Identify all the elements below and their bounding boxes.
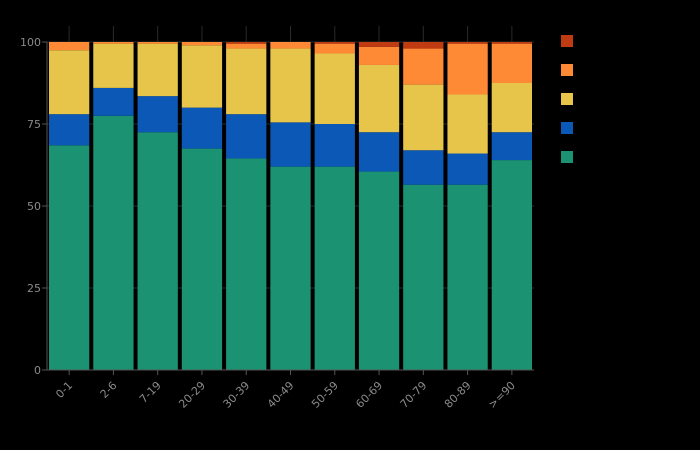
bar-segment-series-2 — [226, 114, 267, 159]
bar-segment-series-4 — [226, 43, 267, 49]
bar-segment-series-2 — [137, 96, 178, 133]
bar-segment-series-2 — [93, 87, 134, 116]
x-tick-label: 2-6 — [98, 379, 120, 401]
x-tick-label: 70-79 — [398, 379, 430, 411]
bar-segment-series-5 — [447, 42, 488, 44]
legend — [561, 35, 573, 163]
legend-swatch-series-2[interactable] — [561, 122, 573, 134]
bar-segment-series-1 — [226, 158, 267, 370]
bar-stack-80-89 — [447, 42, 488, 370]
y-tick-label: 50 — [27, 200, 41, 213]
bar-segment-series-1 — [358, 171, 400, 370]
legend-swatch-series-4[interactable] — [561, 64, 573, 76]
bar-segment-series-1 — [491, 160, 532, 370]
bar-segment-series-2 — [181, 107, 223, 149]
bar-segment-series-3 — [314, 53, 355, 125]
y-tick-label: 0 — [34, 364, 41, 377]
bar-segment-series-1 — [403, 184, 444, 370]
legend-swatch-series-3[interactable] — [561, 93, 573, 105]
bar-segment-series-3 — [137, 43, 178, 97]
bar-segment-series-4 — [49, 42, 90, 51]
bar-segment-series-1 — [49, 145, 90, 370]
bar-stack-50-59 — [314, 42, 355, 370]
bar-segment-series-3 — [49, 50, 90, 115]
bar-segment-series-4 — [137, 42, 178, 44]
x-tick-label: 60-69 — [353, 379, 385, 411]
bar-stack-70-79 — [403, 42, 444, 370]
bar-segment-series-3 — [93, 43, 134, 88]
bar-segment-series-4 — [447, 43, 488, 95]
bar-segment-series-1 — [270, 166, 311, 370]
bar-stack-2-6 — [93, 42, 134, 370]
bar-segment-series-1 — [137, 132, 178, 370]
x-tick-label: 40-49 — [265, 379, 297, 411]
y-tick-label: 25 — [27, 282, 41, 295]
x-tick-label: 30-39 — [221, 379, 253, 411]
bar-segment-series-4 — [314, 43, 355, 54]
bar-segment-series-5 — [403, 42, 444, 49]
bar-segment-series-2 — [358, 132, 400, 172]
bar-segment-series-5 — [226, 42, 267, 44]
bar-segment-series-3 — [181, 45, 223, 108]
bar-segment-series-3 — [270, 48, 311, 123]
x-tick-label: 7-19 — [137, 379, 164, 406]
bar-segment-series-2 — [270, 122, 311, 167]
bar-segment-series-2 — [403, 150, 444, 185]
bar-stack-7-19 — [137, 42, 178, 370]
bar-segment-series-3 — [491, 83, 532, 133]
x-tick-label: 20-29 — [176, 379, 208, 411]
bar-segment-series-5 — [314, 42, 355, 44]
bars — [49, 42, 532, 370]
bar-segment-series-2 — [314, 124, 355, 167]
bar-segment-series-4 — [93, 42, 134, 44]
bar-segment-series-2 — [49, 114, 90, 146]
bar-stack-40-49 — [270, 42, 311, 370]
bar-segment-series-3 — [226, 48, 267, 115]
y-tick-label: 75 — [27, 118, 41, 131]
x-tick-label: 50-59 — [309, 379, 341, 411]
bar-stack->=90 — [491, 42, 532, 370]
bar-segment-series-3 — [358, 64, 400, 133]
bar-stack-20-29 — [181, 42, 223, 370]
bar-segment-series-4 — [491, 43, 532, 83]
y-axis: 0 25 50 75 100 — [20, 36, 48, 377]
bar-segment-series-1 — [447, 184, 488, 370]
bar-segment-series-2 — [447, 153, 488, 185]
bar-segment-series-5 — [358, 42, 400, 47]
y-tick-label: 100 — [20, 36, 41, 49]
x-tick-label: 0-1 — [53, 379, 75, 401]
x-tick-label: 80-89 — [442, 379, 474, 411]
bar-segment-series-4 — [403, 48, 444, 85]
x-tick-label: >=90 — [486, 379, 518, 411]
bar-segment-series-4 — [358, 46, 400, 65]
bar-segment-series-3 — [403, 84, 444, 151]
bar-stack-60-69 — [358, 42, 400, 370]
bar-segment-series-1 — [181, 148, 223, 370]
legend-swatch-series-5[interactable] — [561, 35, 573, 47]
bar-segment-series-1 — [93, 115, 134, 370]
bar-segment-series-1 — [314, 166, 355, 370]
bar-segment-series-3 — [447, 94, 488, 154]
bar-segment-series-4 — [270, 42, 311, 49]
bar-stack-0-1 — [49, 42, 90, 370]
bar-segment-series-5 — [491, 42, 532, 44]
bar-stack-30-39 — [226, 42, 267, 370]
bar-segment-series-4 — [181, 42, 223, 46]
bar-segment-series-2 — [491, 132, 532, 161]
legend-swatch-series-1[interactable] — [561, 151, 573, 163]
